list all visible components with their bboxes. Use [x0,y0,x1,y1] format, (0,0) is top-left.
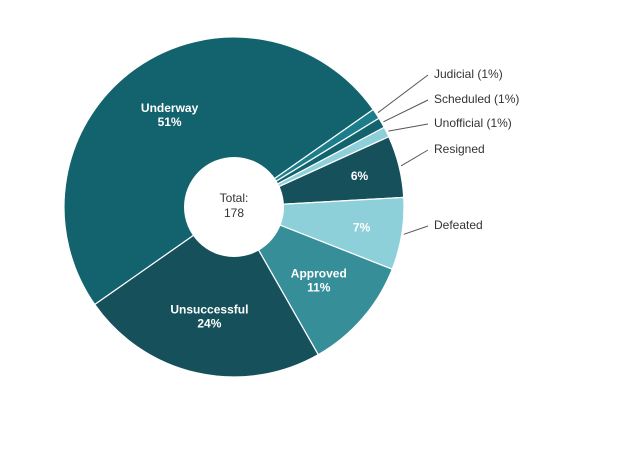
outside-label-unofficial: Unofficial (1%) [434,116,512,130]
slice-pct-defeated: 7% [353,221,371,235]
donut-hole [184,157,284,257]
slice-pct-unsuccessful: 24% [197,317,221,331]
slice-unsuccessful [93,206,320,378]
slice-pct-resigned: 6% [351,169,369,183]
slice-pct-underway: 51% [158,115,182,129]
slice-pct-approved: 11% [307,280,331,294]
slice-approved [232,205,393,356]
leader-line-resigned [400,149,429,167]
outside-label-scheduled: Scheduled (1%) [434,92,519,106]
slice-label-unsuccessful: Unsuccessful [170,303,248,317]
leader-line-unofficial [388,123,429,132]
slice-label-underway: Underway [141,101,199,115]
outside-label-resigned: Resigned [434,142,485,156]
leader-line-defeated [403,225,429,235]
outside-label-judicial: Judicial (1%) [434,67,503,81]
slice-label-approved: Approved [291,266,347,280]
center-value: 178 [224,206,244,220]
center-label: Total: [220,191,249,205]
leader-line-scheduled [383,99,429,123]
outside-label-defeated: Defeated [434,218,483,232]
leader-line-judicial [377,74,429,114]
